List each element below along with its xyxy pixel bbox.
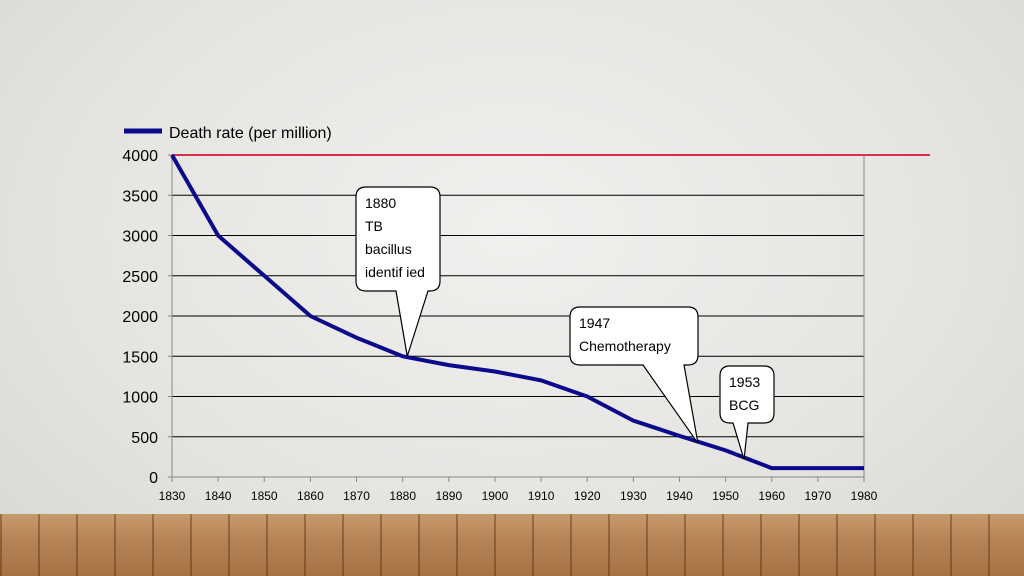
- x-tick-label-1980: 1980: [851, 489, 878, 503]
- x-tick-label-1830: 1830: [159, 489, 186, 503]
- x-tick-label-1920: 1920: [574, 489, 601, 503]
- y-tick-labels: 0 500 1000 1500 2000 2500 3000 3500 4000: [122, 148, 158, 487]
- callout-2: 1953 BCG: [719, 365, 775, 460]
- callout-1: 1947 Chemotherapy: [569, 306, 699, 444]
- y-tick-label-0: 0: [149, 470, 158, 487]
- legend-label: Death rate (per million): [169, 125, 332, 142]
- x-tick-label-1900: 1900: [482, 489, 509, 503]
- y-tick-label-2500: 2500: [122, 269, 158, 286]
- x-tick-label-1910: 1910: [528, 489, 555, 503]
- y-tick-label-1500: 1500: [122, 349, 158, 366]
- series: [170, 154, 864, 471]
- callout-box-1: [569, 306, 699, 444]
- axes: [168, 154, 865, 482]
- x-tick-label-1970: 1970: [805, 489, 832, 503]
- y-tick-label-3000: 3000: [122, 229, 158, 246]
- x-tick-label-1890: 1890: [435, 489, 462, 503]
- y-tick-label-4000: 4000: [122, 148, 158, 165]
- callout-text-0-1: TB: [365, 218, 383, 234]
- x-tick-label-1840: 1840: [205, 489, 232, 503]
- callout-text-2-1: BCG: [729, 397, 759, 413]
- legend: Death rate (per million): [124, 125, 332, 142]
- callout-text-0-0: 1880: [365, 195, 396, 211]
- x-tick-label-1860: 1860: [297, 489, 324, 503]
- y-tick-label-2000: 2000: [122, 309, 158, 326]
- x-tick-label-1880: 1880: [389, 489, 416, 503]
- x-tick-label-1940: 1940: [666, 489, 693, 503]
- x-tick-label-1870: 1870: [343, 489, 370, 503]
- x-tick-label-1850: 1850: [251, 489, 278, 503]
- x-tick-label-1950: 1950: [712, 489, 739, 503]
- callout-text-1-1: Chemotherapy: [579, 338, 671, 354]
- grid: [172, 154, 930, 438]
- callout-box-2: [719, 365, 775, 460]
- y-tick-label-3500: 3500: [122, 188, 158, 205]
- callout-text-1-0: 1947: [579, 315, 610, 331]
- callout-text-0-2: bacillus: [365, 241, 412, 257]
- x-tick-label-1960: 1960: [758, 489, 785, 503]
- callout-text-0-3: identif ied: [365, 264, 425, 280]
- y-tick-label-500: 500: [131, 430, 158, 447]
- series-line-0: [170, 154, 864, 471]
- callout-text-2-0: 1953: [729, 374, 760, 390]
- annotations: 1880 TB bacillus identif ied 1947 Chemotherap…: [355, 186, 775, 460]
- wooden-floor: [0, 514, 1024, 576]
- x-tick-labels: 1830 1840 1850 1860 1870 1880 1890 1900 1910 1920…: [159, 489, 878, 503]
- callout-box-0: [355, 186, 441, 357]
- x-tick-label-1930: 1930: [620, 489, 647, 503]
- callout-0: 1880 TB bacillus identif ied: [355, 186, 441, 357]
- y-tick-label-1000: 1000: [122, 390, 158, 407]
